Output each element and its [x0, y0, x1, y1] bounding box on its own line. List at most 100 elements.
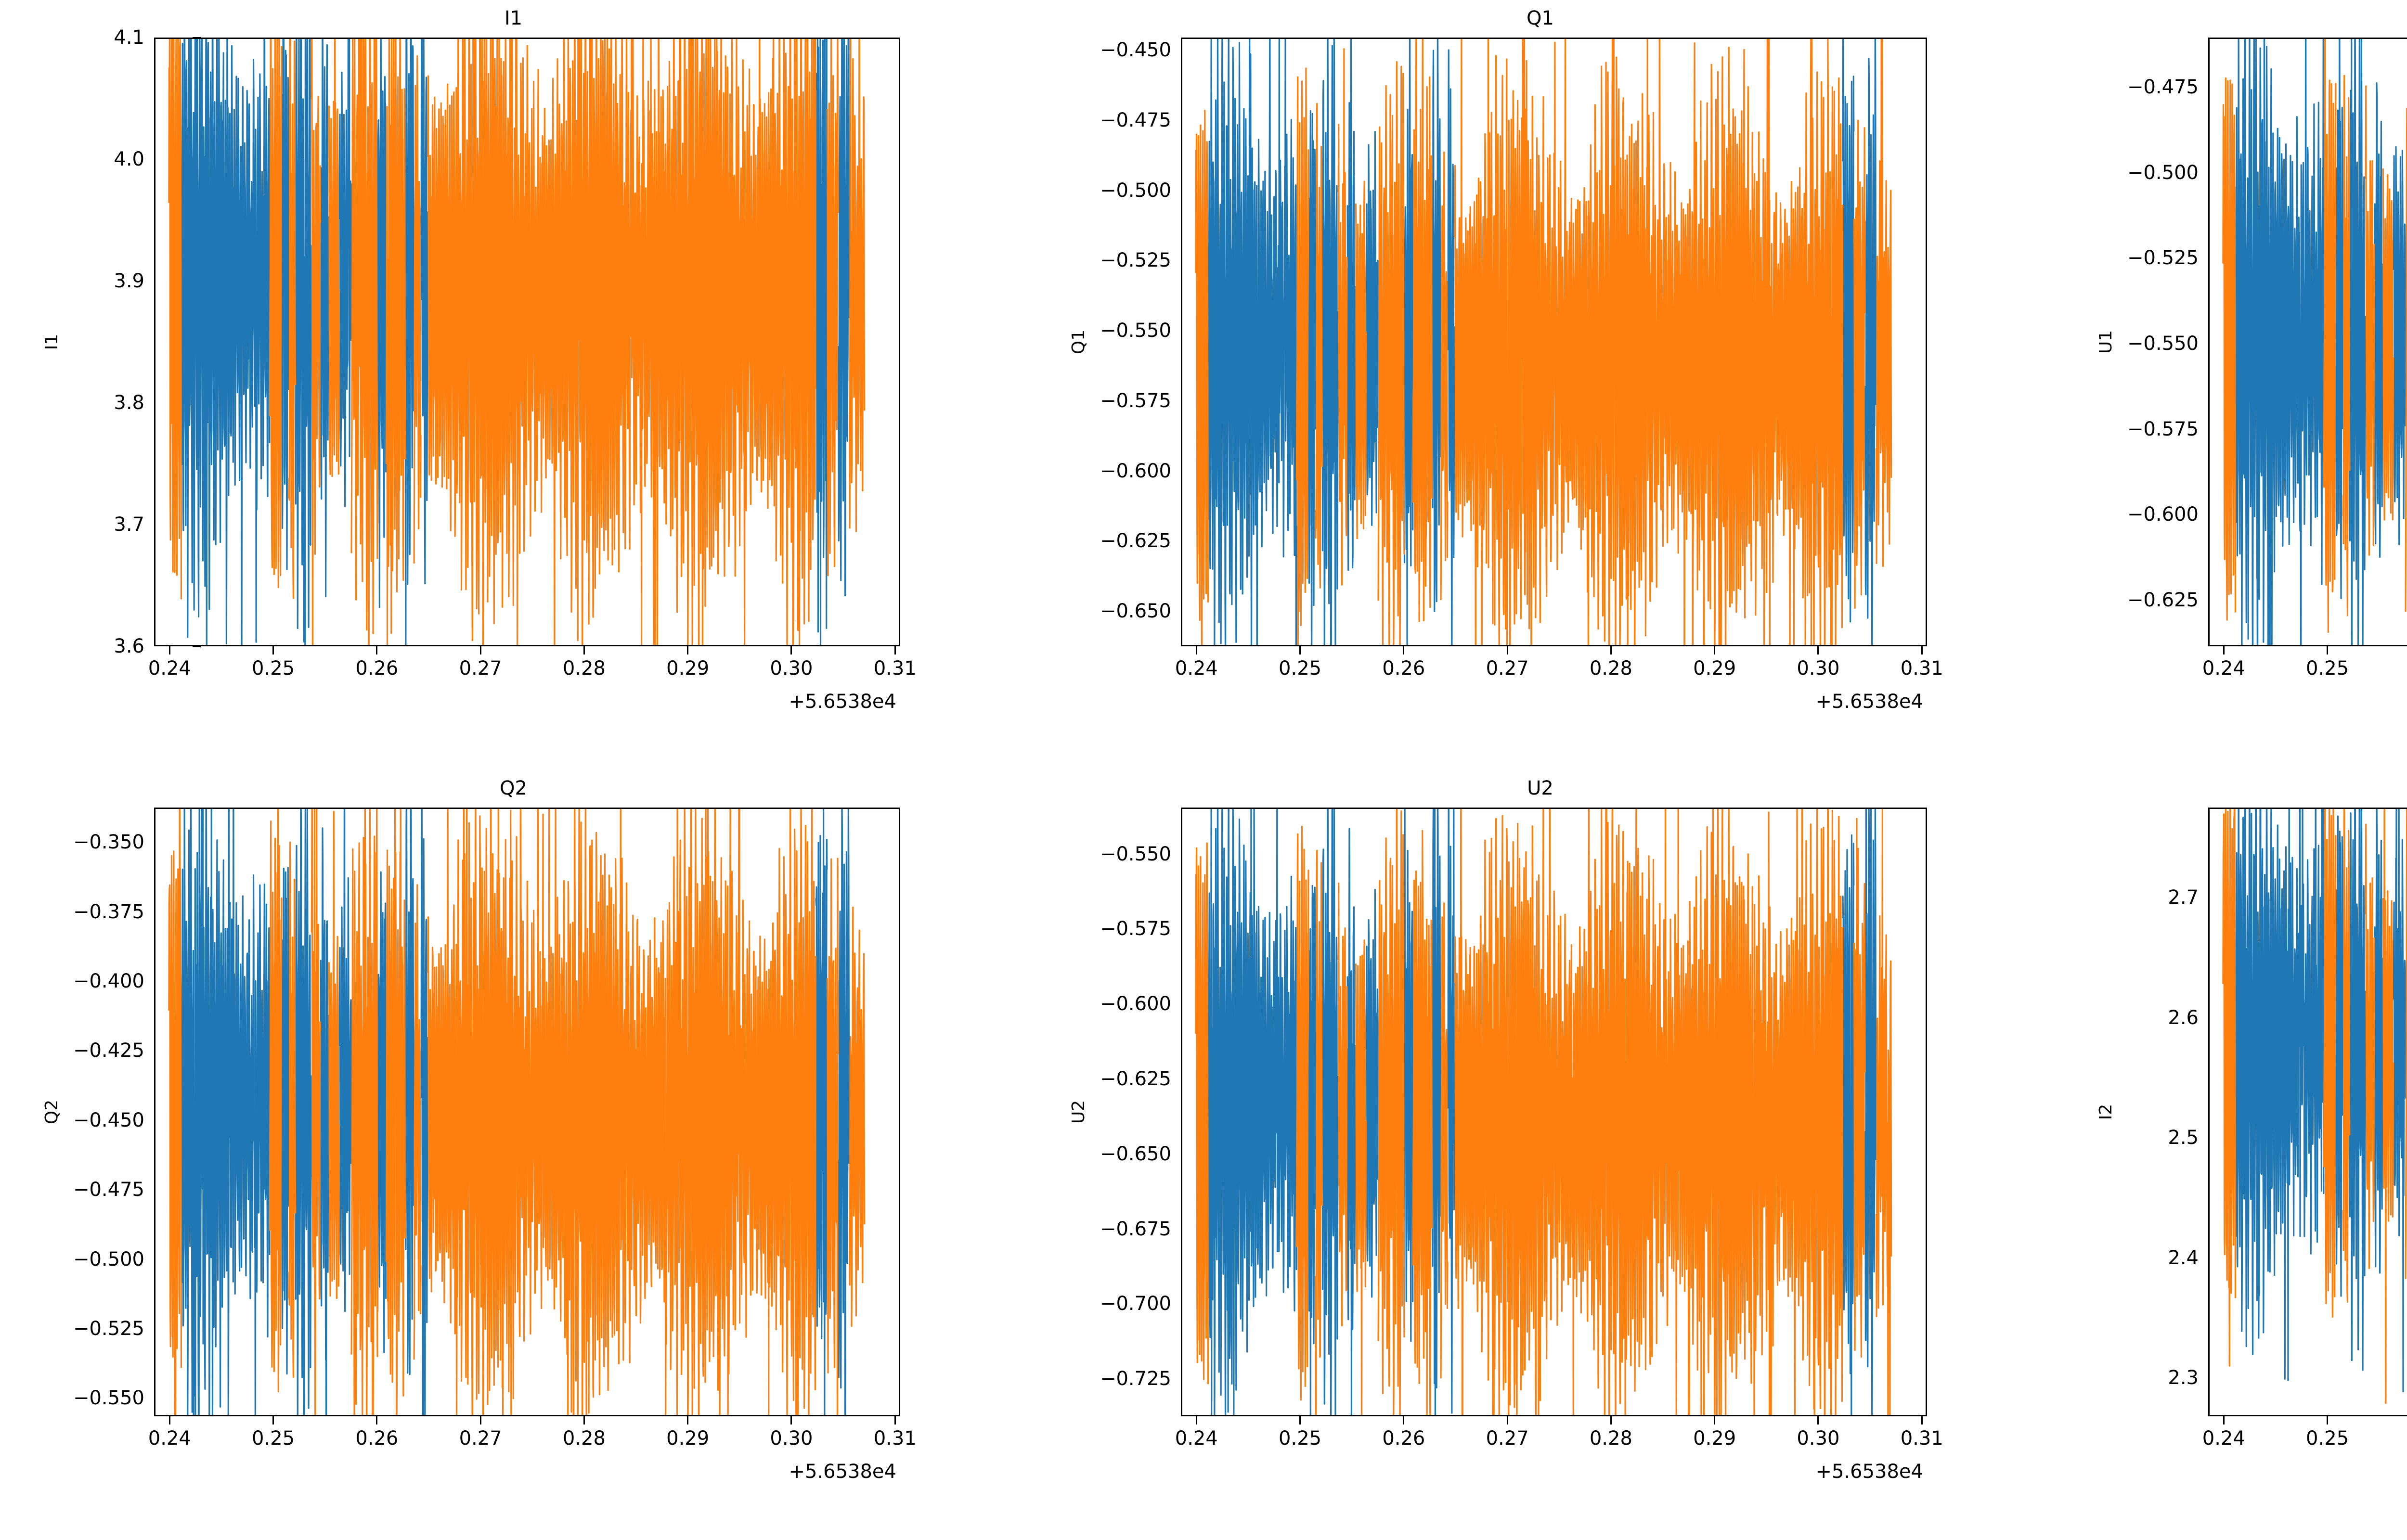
- x-tick-label: 0.31: [873, 1427, 917, 1450]
- x-tick-label: 0.26: [355, 657, 399, 680]
- x-tick-label: 0.24: [1175, 657, 1218, 680]
- subplot-title: U2: [1527, 777, 1553, 799]
- y-tick-label: −0.525: [73, 1318, 144, 1340]
- subplot-title: U1: [2054, 7, 2407, 30]
- y-tick-label: 4.0: [114, 148, 144, 170]
- data-series-series_2: [168, 39, 866, 645]
- y-tick-label: −0.725: [1100, 1368, 1171, 1390]
- y-tick-label: −0.675: [1100, 1218, 1171, 1240]
- x-tick-mark: [1817, 1416, 1819, 1424]
- y-tick-label: −0.550: [1100, 320, 1171, 342]
- x-axis-offset-text: +5.6538e4: [2208, 691, 2407, 713]
- y-tick-label: −0.575: [2127, 418, 2199, 440]
- y-tick-label: −0.400: [73, 970, 144, 993]
- y-tick-label: −0.600: [1100, 460, 1171, 482]
- x-tick-mark: [479, 646, 481, 654]
- subplot-title: Q2: [500, 777, 527, 799]
- plot-area: [2208, 808, 2407, 1416]
- x-tick-mark: [1506, 1416, 1508, 1424]
- subplot-u1: U1U1−0.625−0.600−0.575−0.550−0.525−0.500…: [2054, 0, 2407, 770]
- x-tick-mark: [376, 1416, 378, 1424]
- data-series-series_2: [2222, 39, 2407, 633]
- x-tick-label: 0.26: [1382, 657, 1425, 680]
- series-canvas: [168, 809, 899, 1415]
- y-tick-label: −0.500: [1100, 179, 1171, 202]
- subplot-title: I1: [504, 7, 523, 29]
- y-tick-label: 2.7: [2168, 886, 2199, 909]
- y-tick-label: 3.9: [114, 270, 144, 292]
- y-tick-label: −0.625: [1100, 530, 1171, 552]
- x-axis-offset-text: +5.6538e4: [789, 691, 896, 713]
- plot-area: [1181, 808, 1927, 1416]
- y-tick-label: −0.350: [73, 831, 144, 854]
- x-tick-label: 0.27: [459, 1427, 502, 1450]
- subplot-q1: Q1 Q1 −0.650 −0.625 −0.600 −0.575 −0.550 −0.525…: [1027, 0, 2054, 770]
- y-tick-label: −0.600: [1100, 993, 1171, 1015]
- x-tick-label: 0.25: [2306, 657, 2349, 680]
- x-tick-label: 0.30: [770, 1427, 813, 1450]
- y-tick-label: −0.525: [2127, 247, 2199, 270]
- x-axis-ticks: 0.240.250.260.270.280.290.300.31: [2202, 1416, 2407, 1460]
- y-tick-label: −0.625: [2127, 589, 2199, 612]
- series-canvas: [168, 39, 899, 645]
- x-tick-mark: [687, 646, 689, 654]
- x-tick-label: 0.29: [666, 1427, 710, 1450]
- y-tick-label: 2.4: [2168, 1246, 2199, 1269]
- x-tick-mark: [1714, 1416, 1716, 1424]
- x-tick-label: 0.30: [1797, 1427, 1840, 1450]
- x-tick-mark: [1817, 646, 1819, 654]
- x-tick-label: 0.24: [2202, 1427, 2245, 1450]
- x-tick-label: 0.28: [1589, 1427, 1632, 1450]
- x-tick-mark: [1299, 1416, 1301, 1424]
- subplot-i1: I1 I1 3.6 3.7 3.8 3.9 4.0 4.1 0.24 0.25 0.26 0.27 0.…: [0, 0, 1027, 770]
- x-tick-mark: [1299, 646, 1301, 654]
- x-tick-label: 0.27: [1486, 1427, 1529, 1450]
- x-tick-mark: [687, 1416, 689, 1424]
- y-tick-label: −0.700: [1100, 1293, 1171, 1315]
- x-tick-label: 0.25: [1279, 1427, 1322, 1450]
- y-axis-ticks: 2.3 2.4 2.5 2.6 2.7: [2102, 808, 2255, 1416]
- subplot-title: Q1: [1527, 7, 1554, 29]
- y-axis-ticks: −0.650 −0.625 −0.600 −0.575 −0.550 −0.525 −0.5…: [1075, 38, 1228, 646]
- x-tick-label: 0.27: [1486, 657, 1529, 680]
- x-tick-label: 0.25: [2306, 1427, 2349, 1450]
- y-tick-label: −0.450: [73, 1109, 144, 1131]
- data-series-series_2: [1195, 809, 1892, 1415]
- plot-area: [1181, 38, 1927, 646]
- x-tick-mark: [894, 646, 896, 654]
- x-tick-mark: [168, 646, 170, 654]
- x-tick-label: 0.28: [1589, 657, 1632, 680]
- x-tick-mark: [168, 1416, 170, 1424]
- plot-area: [2208, 38, 2407, 646]
- y-tick-label: −0.500: [2127, 161, 2199, 184]
- x-tick-mark: [790, 1416, 792, 1424]
- x-tick-label: 0.31: [1900, 657, 1943, 680]
- x-tick-mark: [2327, 646, 2329, 654]
- x-tick-mark: [1403, 646, 1405, 654]
- y-tick-label: 3.7: [114, 513, 144, 536]
- x-tick-mark: [2223, 646, 2225, 654]
- x-tick-label: 0.30: [770, 657, 813, 680]
- x-tick-label: 0.26: [1382, 1427, 1425, 1450]
- x-tick-mark: [272, 646, 274, 654]
- y-tick-label: −0.575: [1100, 918, 1171, 940]
- series-canvas: [1195, 39, 1926, 645]
- x-tick-mark: [1921, 646, 1923, 654]
- y-tick-label: −0.650: [1100, 1142, 1171, 1165]
- x-tick-mark: [2327, 1416, 2329, 1424]
- y-tick-label: 3.6: [114, 635, 144, 657]
- data-series-series_1: [2236, 809, 2407, 1391]
- y-tick-label: 2.5: [2168, 1127, 2199, 1149]
- y-tick-label: −0.475: [1100, 109, 1171, 131]
- x-tick-label: 0.24: [148, 657, 191, 680]
- y-tick-mark: [193, 645, 201, 647]
- data-series-series_2: [1195, 39, 1892, 645]
- y-axis-ticks: −0.725 −0.700 −0.675 −0.650 −0.625 −0.600 −0.5…: [1075, 808, 1228, 1416]
- x-tick-label: 0.29: [1693, 657, 1736, 680]
- y-tick-label: −0.575: [1100, 389, 1171, 412]
- x-tick-label: 0.25: [252, 657, 295, 680]
- y-axis-ticks: 3.6 3.7 3.8 3.9 4.0 4.1: [48, 28, 201, 656]
- x-tick-label: 0.31: [1900, 1427, 1943, 1450]
